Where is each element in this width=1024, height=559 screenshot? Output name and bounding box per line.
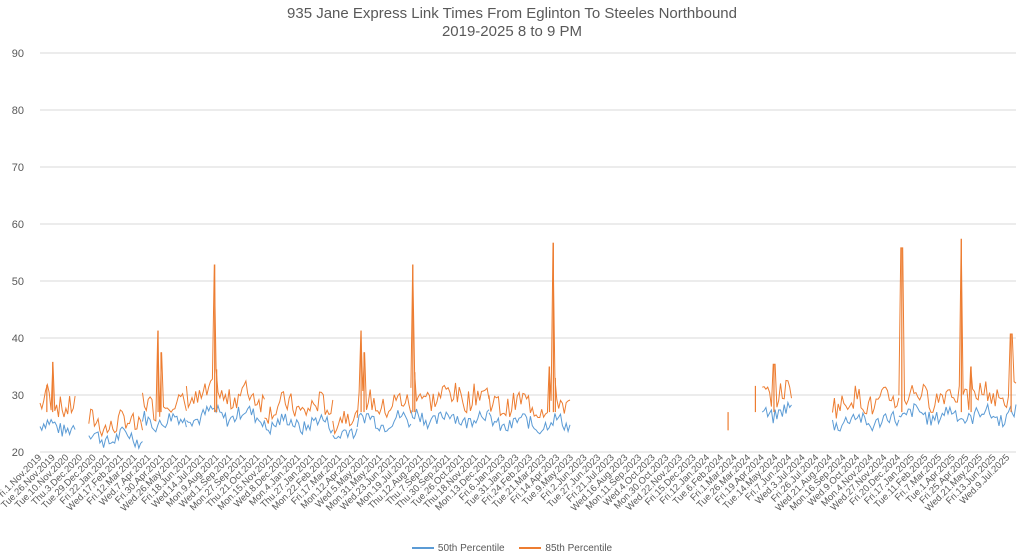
y-axis-tick-labels: 20 30 40 50 60 70 80 90 — [12, 48, 24, 459]
y-tick-label-60: 60 — [12, 219, 24, 231]
legend-item-50th: 50th Percentile — [411, 543, 505, 554]
series-line-85th — [39, 238, 1017, 438]
chart-title-line-1: 935 Jane Express Link Times From Eglinto… — [287, 5, 737, 22]
legend: 50th Percentile 85th Percentile — [0, 543, 1024, 554]
legend-item-85th: 85th Percentile — [519, 543, 612, 554]
y-tick-label-70: 70 — [12, 162, 24, 174]
chart-title-line-2: 2019-2025 8 to 9 PM — [441, 23, 583, 40]
gridlines — [40, 52, 1016, 453]
x-axis-tick-labels: Fri.1.Nov.2019Tue.26.Nov.2019Tue.10.Nov.… — [0, 452, 1012, 514]
y-tick-label-40: 40 — [12, 333, 24, 345]
series-line-50th — [39, 400, 1017, 450]
series-lines — [39, 238, 1017, 450]
y-tick-label-30: 30 — [12, 390, 24, 402]
y-tick-label-80: 80 — [12, 105, 24, 117]
legend-label-85th: 85th Percentile — [545, 543, 613, 554]
chart-title: 935 Jane Express Link Times From Eglinto… — [0, 5, 1024, 41]
y-tick-label-90: 90 — [12, 48, 24, 60]
legend-label-50th: 50th Percentile — [437, 543, 505, 554]
y-tick-label-50: 50 — [12, 276, 24, 288]
y-tick-label-20: 20 — [12, 447, 24, 459]
legend-swatch-85th — [519, 547, 542, 550]
legend-swatch-50th — [411, 547, 434, 550]
